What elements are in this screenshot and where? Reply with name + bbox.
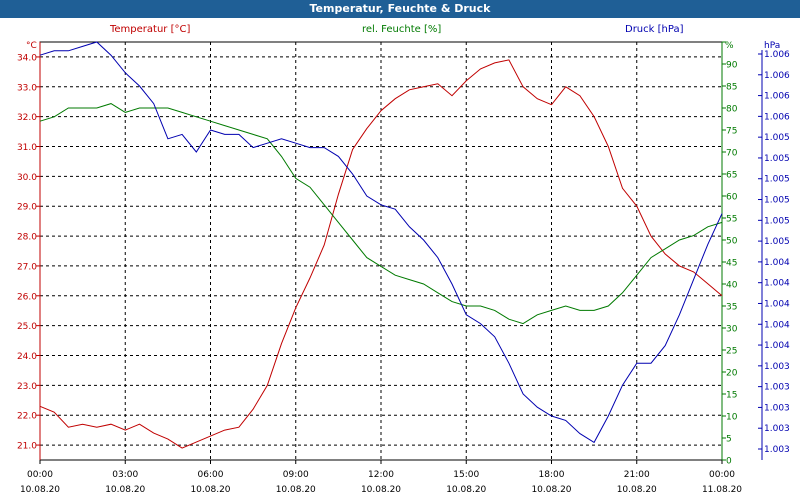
- pressure-tick-label: 1.005: [764, 216, 790, 226]
- x-tick-label-date: 10.08.20: [20, 485, 60, 495]
- humidity-tick-label: 45: [726, 259, 737, 269]
- temperature-tick-label: 26.0: [17, 292, 37, 302]
- temperature-tick-label: 32.0: [17, 113, 37, 123]
- x-tick-label-time: 18:00: [539, 470, 565, 480]
- x-tick-label-time: 09:00: [283, 470, 309, 480]
- temperature-tick-label: 25.0: [17, 322, 37, 332]
- humidity-tick-label: 70: [726, 149, 738, 159]
- humidity-tick-label: 50: [726, 237, 738, 247]
- x-tick-label-time: 21:00: [624, 470, 650, 480]
- humidity-tick-label: 65: [726, 171, 737, 181]
- temperature-tick-label: 22.0: [17, 412, 37, 422]
- pressure-tick-label: 1.003: [764, 424, 790, 434]
- pressure-unit-label: hPa: [764, 41, 780, 51]
- humidity-tick-label: 10: [726, 413, 738, 423]
- humidity-tick-label: 20: [726, 369, 738, 379]
- x-tick-label-time: 15:00: [453, 470, 479, 480]
- temperature-tick-label: 21.0: [17, 442, 37, 452]
- series-label-temperature: Temperatur [°C]: [110, 24, 191, 35]
- pressure-tick-label: 1.003: [764, 383, 790, 393]
- humidity-line: [39, 103, 723, 325]
- humidity-unit-label: %: [725, 41, 734, 51]
- temperature-tick-label: 34.0: [17, 53, 37, 63]
- x-tick-label-date: 11.08.20: [702, 485, 742, 495]
- pressure-tick-label: 1.006: [764, 92, 790, 102]
- series-label-pressure: Druck [hPa]: [625, 24, 684, 35]
- humidity-tick-label: 90: [726, 61, 738, 71]
- x-tick-label-date: 10.08.20: [617, 485, 657, 495]
- pressure-tick-label: 1.006: [764, 71, 790, 81]
- pressure-tick-label: 1.005: [764, 133, 790, 143]
- temperature-line: [39, 59, 723, 449]
- pressure-tick-label: 1.004: [764, 299, 790, 309]
- pressure-tick-label: 1.003: [764, 403, 790, 413]
- pressure-tick-label: 1.005: [764, 196, 790, 206]
- pressure-tick-label: 1.003: [764, 362, 790, 372]
- pressure-tick-label: 1.005: [764, 175, 790, 185]
- chart-title: Temperatur, Feuchte & Druck: [0, 0, 800, 18]
- humidity-tick-label: 55: [726, 215, 737, 225]
- humidity-tick-label: 0: [726, 457, 732, 467]
- temperature-tick-label: 23.0: [17, 382, 37, 392]
- humidity-tick-label: 35: [726, 303, 737, 313]
- pressure-tick-label: 1.006: [764, 112, 790, 122]
- pressure-tick-label: 1.004: [764, 320, 790, 330]
- x-tick-label-date: 10.08.20: [105, 485, 145, 495]
- humidity-tick-label: 25: [726, 347, 737, 357]
- temperature-tick-label: 28.0: [17, 233, 37, 243]
- humidity-tick-label: 80: [726, 105, 738, 115]
- temperature-tick-label: 30.0: [17, 173, 37, 183]
- pressure-tick-label: 1.004: [764, 341, 790, 351]
- x-tick-label-date: 10.08.20: [190, 485, 230, 495]
- humidity-tick-label: 15: [726, 391, 737, 401]
- humidity-tick-label: 5: [726, 435, 732, 445]
- x-tick-label-time: 03:00: [112, 470, 138, 480]
- x-tick-label-date: 10.08.20: [531, 485, 571, 495]
- humidity-tick-label: 60: [726, 193, 738, 203]
- humidity-tick-label: 75: [726, 127, 737, 137]
- grid-lines: [40, 42, 722, 460]
- pressure-tick-label: 1.003: [764, 445, 790, 455]
- humidity-tick-label: 85: [726, 83, 737, 93]
- x-tick-label-date: 10.08.20: [361, 485, 401, 495]
- x-tick-label-time: 00:00: [27, 470, 53, 480]
- pressure-tick-label: 1.004: [764, 258, 790, 268]
- x-tick-label-time: 00:00: [709, 470, 735, 480]
- pressure-line: [39, 41, 723, 444]
- pressure-tick-label: 1.004: [764, 279, 790, 289]
- pressure-tick-label: 1.005: [764, 154, 790, 164]
- pressure-tick-label: 1.005: [764, 237, 790, 247]
- temperature-tick-label: 24.0: [17, 352, 37, 362]
- humidity-tick-label: 40: [726, 281, 738, 291]
- pressure-tick-label: 1.006: [764, 50, 790, 60]
- x-tick-label-time: 12:00: [368, 470, 394, 480]
- temperature-tick-label: 31.0: [17, 143, 37, 153]
- humidity-tick-label: 30: [726, 325, 738, 335]
- axis-labels: 00:00 10.08.20 03:00 10.08.20 06:00 10.08.20 0…: [17, 41, 790, 495]
- temperature-unit-label: °C: [26, 41, 37, 51]
- x-tick-label-date: 10.08.20: [276, 485, 316, 495]
- x-tick-label-date: 10.08.20: [446, 485, 486, 495]
- axes: [36, 41, 763, 464]
- x-tick-label-time: 06:00: [198, 470, 224, 480]
- series-lines: [39, 41, 723, 449]
- series-label-humidity: rel. Feuchte [%]: [362, 24, 442, 35]
- temperature-tick-label: 29.0: [17, 203, 37, 213]
- temperature-tick-label: 33.0: [17, 83, 37, 93]
- temperature-tick-label: 27.0: [17, 262, 37, 272]
